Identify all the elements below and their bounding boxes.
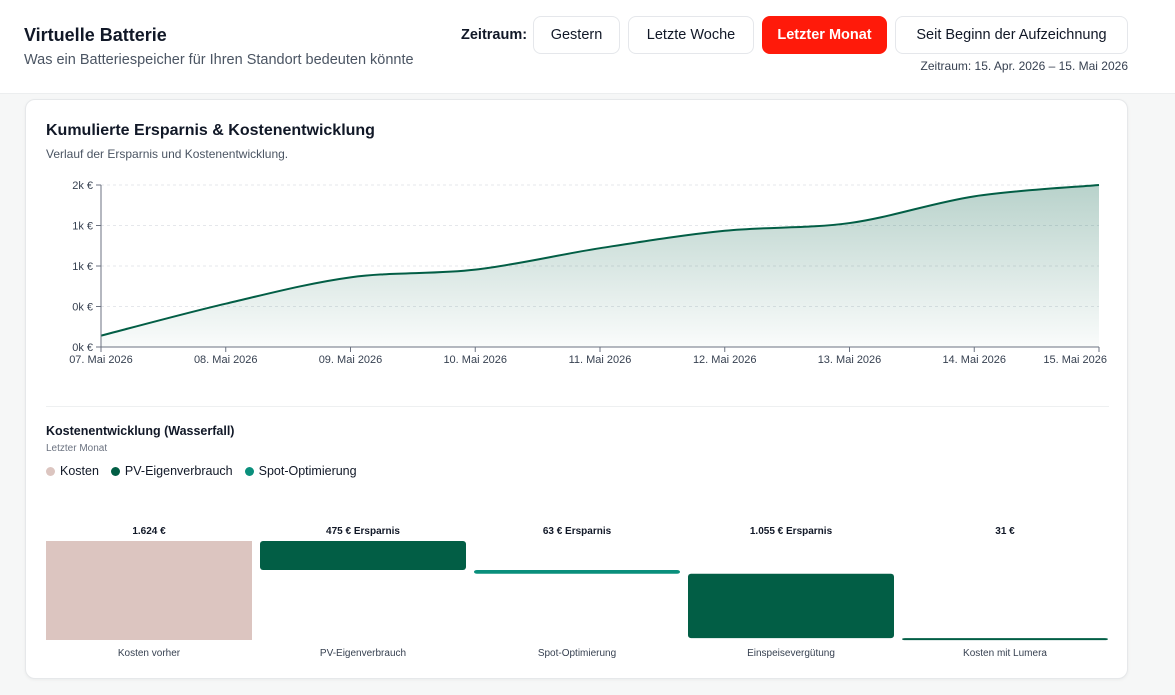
period-button-last-month[interactable]: Letzter Monat xyxy=(762,16,887,54)
legend-item-pv: PV-Eigenverbrauch xyxy=(110,464,233,478)
data-point xyxy=(846,219,854,227)
waterfall-chart-subtitle: Letzter Monat xyxy=(46,443,108,454)
date-range-text: Zeitraum: 15. Apr. 2026 – 15. Mai 2026 xyxy=(920,59,1128,73)
y-tick-label: 2k € xyxy=(72,180,93,192)
waterfall-value-label: 1.055 € Ersparnis xyxy=(750,526,833,537)
x-tick-label: 09. Mai 2026 xyxy=(319,354,383,366)
y-tick-label: 0k € xyxy=(72,342,93,354)
waterfall-legend: Kosten PV-Eigenverbrauch Spot-Optimierun… xyxy=(46,464,357,478)
data-point xyxy=(970,192,978,200)
waterfall-chart-title: Kostenentwicklung (Wasserfall) xyxy=(46,424,235,438)
waterfall-value-label: 1.624 € xyxy=(132,526,166,537)
waterfall-bar xyxy=(474,569,680,574)
data-point xyxy=(347,273,355,281)
period-button-last-week[interactable]: Letzte Woche xyxy=(628,16,754,54)
page-header: Virtuelle Batterie Was ein Batteriespeic… xyxy=(0,0,1175,94)
cumulative-area-chart: 0k € 0k € 1k € 1k € 2k € 07. Mai 2026 08. Mai … xyxy=(69,180,1107,366)
data-point xyxy=(1095,181,1103,189)
series-line xyxy=(100,184,1100,337)
x-tick-label: 07. Mai 2026 xyxy=(69,354,133,366)
x-tick-label: 13. Mai 2026 xyxy=(818,354,882,366)
waterfall-category-label: PV-Eigenverbrauch xyxy=(320,648,406,659)
x-tick-label: 14. Mai 2026 xyxy=(942,354,1006,366)
page-title: Virtuelle Batterie xyxy=(24,25,167,45)
legend-item-spot: Spot-Optimierung xyxy=(244,464,357,478)
y-tick-label: 1k € xyxy=(72,221,93,233)
legend-dot-costs-icon xyxy=(46,466,55,476)
waterfall-category-label: Spot-Optimierung xyxy=(538,648,616,659)
y-tick-label: 1k € xyxy=(72,261,93,273)
x-tick-label: 08. Mai 2026 xyxy=(194,354,258,366)
waterfall-bar xyxy=(688,573,894,639)
period-button-since-start[interactable]: Seit Beginn der Aufzeichnung xyxy=(895,16,1128,54)
waterfall-bar xyxy=(46,541,252,640)
y-tick-label: 0k € xyxy=(72,302,93,314)
waterfall-value-label: 63 € Ersparnis xyxy=(543,526,612,537)
section-divider xyxy=(46,406,1109,407)
legend-dot-spot-icon xyxy=(244,466,254,476)
x-tick-label: 10. Mai 2026 xyxy=(443,354,507,366)
cumulative-chart-subtitle: Verlauf der Ersparnis und Kostenentwickl… xyxy=(46,147,289,161)
waterfall-category-label: Kosten mit Lumera xyxy=(963,648,1047,659)
legend-label-costs: Kosten xyxy=(60,464,99,478)
period-label: Zeitraum: xyxy=(461,27,528,43)
x-tick-label: 12. Mai 2026 xyxy=(693,354,757,366)
waterfall-bar xyxy=(260,541,466,570)
waterfall-category-label: Einspeisevergütung xyxy=(747,648,835,659)
data-point xyxy=(596,244,604,252)
cumulative-chart-title: Kumulierte Ersparnis & Kostenentwicklung xyxy=(46,122,375,139)
legend-dot-pv-icon xyxy=(110,466,120,476)
page-subtitle: Was ein Batteriespeicher für Ihren Stand… xyxy=(24,52,414,68)
data-point xyxy=(222,300,230,308)
x-tick-label: 11. Mai 2026 xyxy=(569,354,632,366)
period-button-yesterday[interactable]: Gestern xyxy=(533,16,620,54)
data-point xyxy=(471,266,479,274)
legend-label-pv: PV-Eigenverbrauch xyxy=(124,464,233,478)
waterfall-bar xyxy=(902,638,1108,641)
x-tick-label: 15. Mai 2026 xyxy=(1043,354,1107,366)
area-fill xyxy=(101,185,1099,347)
legend-label-spot: Spot-Optimierung xyxy=(258,464,357,478)
savings-card: Kumulierte Ersparnis & Kostenentwicklung… xyxy=(25,99,1128,679)
data-point xyxy=(721,227,729,235)
waterfall-category-label: Kosten vorher xyxy=(118,648,181,659)
waterfall-value-label: 475 € Ersparnis xyxy=(326,526,400,537)
legend-item-costs: Kosten xyxy=(46,464,99,478)
waterfall-value-label: 31 € xyxy=(995,526,1015,537)
